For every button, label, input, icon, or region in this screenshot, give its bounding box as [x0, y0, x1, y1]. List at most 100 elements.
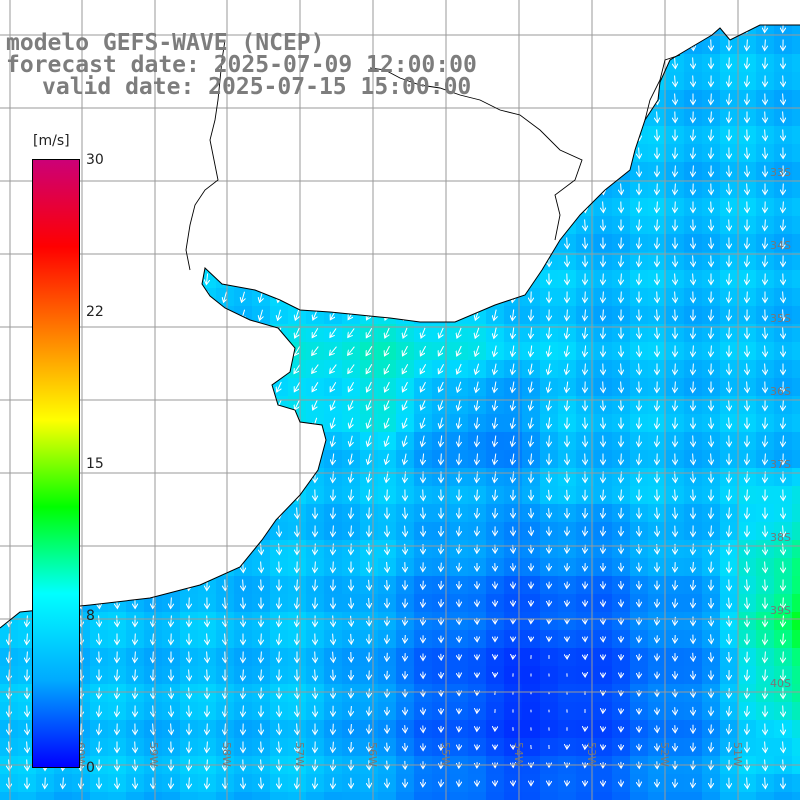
wind-arrow — [297, 777, 298, 789]
wind-arrow — [693, 543, 694, 555]
wind-arrow — [279, 597, 280, 609]
wind-cell — [486, 792, 505, 800]
wind-arrow — [711, 724, 712, 734]
wind-arrow — [135, 633, 136, 645]
wind-cell — [720, 792, 739, 800]
wind-arrow — [567, 237, 568, 249]
wind-cell — [792, 792, 800, 800]
wind-arrow — [423, 489, 424, 501]
wind-arrow — [675, 707, 676, 715]
wind-arrow — [747, 291, 748, 303]
wind-arrow — [81, 615, 82, 627]
longitude-label: 51W — [731, 742, 744, 767]
wind-arrow — [207, 669, 208, 681]
wind-arrow — [711, 201, 712, 213]
wind-cell — [36, 792, 55, 800]
wind-cell — [612, 792, 631, 800]
wind-arrow — [621, 599, 622, 606]
wind-arrow — [783, 705, 784, 717]
wind-arrow — [603, 219, 604, 231]
wind-cell — [198, 792, 217, 800]
wind-cell — [792, 324, 800, 343]
wind-arrow — [171, 777, 172, 789]
wind-cell — [252, 792, 271, 800]
colorbar-unit: [m/s] — [33, 133, 70, 149]
wind-cell — [18, 792, 37, 800]
wind-arrow — [297, 525, 298, 537]
wind-arrow — [657, 291, 658, 303]
wind-cell — [648, 792, 667, 800]
wind-arrow — [207, 723, 208, 735]
wind-cell — [792, 702, 800, 721]
wind-arrow — [333, 507, 334, 519]
wind-cell — [792, 558, 800, 577]
longitude-label: 59W — [147, 742, 160, 767]
wind-arrow — [495, 581, 496, 589]
wind-arrow — [747, 237, 748, 249]
wind-arrow — [639, 165, 640, 177]
wind-arrow — [765, 57, 766, 69]
wind-arrow — [369, 670, 370, 680]
wind-cell — [90, 792, 109, 800]
wind-arrow — [81, 777, 82, 789]
wind-arrow — [315, 651, 316, 663]
wind-arrow — [531, 309, 532, 321]
wind-arrow — [603, 381, 604, 393]
wind-arrow — [657, 635, 658, 642]
wind-cell — [792, 432, 800, 451]
wind-cell — [792, 360, 800, 379]
wind-arrow — [675, 689, 676, 697]
wind-arrow — [333, 777, 334, 789]
wind-arrow — [729, 111, 730, 123]
wind-arrow — [189, 705, 190, 717]
latitude-label: 39S — [770, 604, 791, 617]
wind-arrow — [765, 525, 766, 537]
wind-arrow — [423, 598, 424, 607]
colorbar — [32, 159, 80, 768]
wind-arrow — [531, 508, 532, 518]
wind-cell — [72, 792, 91, 800]
wind-arrow — [279, 705, 280, 717]
wind-arrow — [279, 651, 280, 663]
wind-arrow — [585, 291, 586, 303]
longitude-label: 53W — [585, 742, 598, 767]
wind-arrow — [621, 507, 622, 518]
wind-arrow — [783, 75, 784, 87]
wind-arrow — [423, 580, 424, 590]
wind-arrow — [711, 93, 712, 105]
wind-arrow — [135, 687, 136, 699]
wind-arrow — [513, 563, 514, 571]
wind-cell — [792, 378, 800, 397]
wind-arrow — [441, 562, 442, 572]
wind-arrow — [387, 580, 388, 590]
wind-arrow — [675, 201, 676, 213]
wind-cell — [468, 792, 487, 800]
wind-arrow — [369, 561, 370, 573]
wind-cell — [792, 72, 800, 91]
wind-arrow — [603, 273, 604, 285]
wind-arrow — [261, 633, 262, 645]
wind-arrow — [333, 615, 334, 627]
wind-arrow — [9, 633, 10, 645]
wind-cell — [792, 54, 800, 73]
wind-arrow — [729, 633, 730, 644]
wind-arrow — [387, 525, 388, 537]
wind-arrow — [243, 615, 244, 627]
wind-arrow — [747, 345, 748, 357]
wind-arrow — [333, 669, 334, 681]
wind-arrow — [567, 563, 568, 571]
wind-arrow — [459, 562, 460, 571]
longitude-label: 52W — [658, 742, 671, 767]
wind-arrow — [675, 417, 676, 429]
wind-arrow — [711, 39, 712, 51]
wind-cell — [774, 792, 793, 800]
wind-cell — [738, 792, 757, 800]
wind-cell — [792, 684, 800, 703]
wind-arrow — [261, 741, 262, 753]
wind-arrow — [675, 363, 676, 375]
wind-arrow — [657, 183, 658, 195]
wind-arrow — [603, 526, 604, 535]
wind-cell — [792, 594, 800, 613]
wind-arrow — [621, 562, 622, 571]
